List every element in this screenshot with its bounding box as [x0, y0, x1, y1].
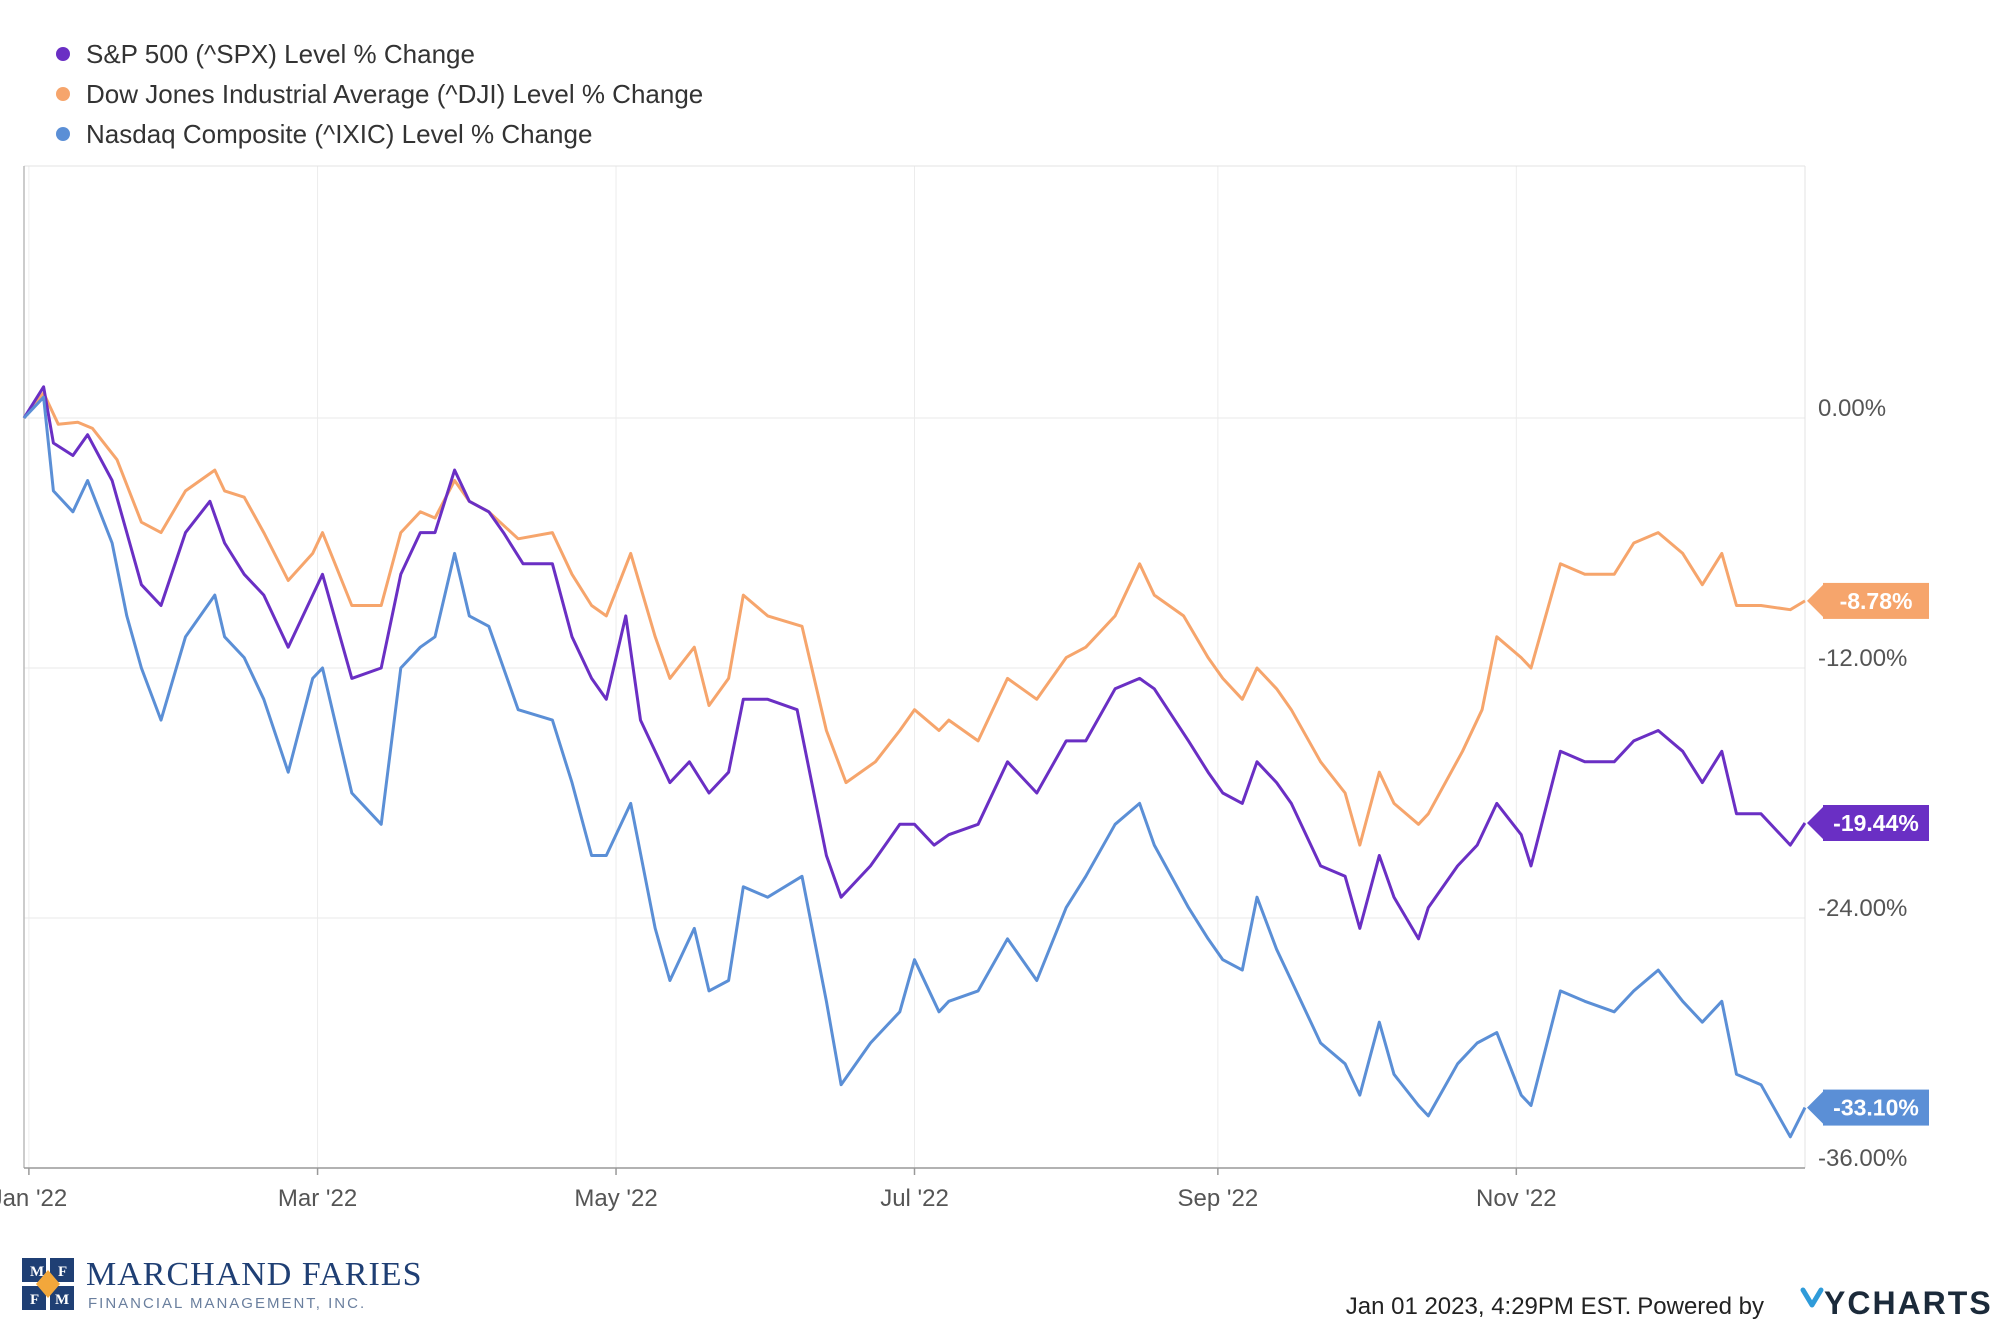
series-line[interactable]	[22, 385, 1807, 941]
legend-label: Dow Jones Industrial Average (^DJI) Leve…	[86, 79, 703, 109]
badge-box	[1823, 1089, 1929, 1126]
logo-letter: M	[55, 1292, 69, 1308]
x-tick-label: Mar '22	[278, 1185, 357, 1212]
brand-name: MARCHAND FARIES	[86, 1256, 422, 1293]
y-tick-label: -36.00%	[1818, 1145, 1907, 1172]
powered-by: Powered by	[1637, 1293, 1764, 1320]
end-value-label: -8.78%	[1840, 588, 1913, 614]
series-line[interactable]	[22, 391, 1806, 847]
series-line[interactable]	[22, 395, 1807, 1139]
end-value-badge: -8.78%	[1807, 582, 1929, 619]
legend: S&P 500 (^SPX) Level % Change Dow Jones I…	[56, 39, 703, 149]
x-tick-label: May '22	[574, 1185, 657, 1212]
legend-label: S&P 500 (^SPX) Level % Change	[86, 39, 475, 69]
ycharts-wordmark: YCHARTS	[1824, 1285, 1993, 1321]
legend-dot-icon	[56, 47, 70, 61]
badge-pointer	[1807, 1089, 1825, 1126]
grid	[24, 166, 1805, 1168]
x-tick-label: Sep '22	[1178, 1185, 1259, 1212]
badge-box	[1823, 805, 1929, 841]
logo-letter: F	[30, 1292, 39, 1308]
legend-item[interactable]: Nasdaq Composite (^IXIC) Level % Change	[56, 119, 592, 149]
x-tick-label: Nov '22	[1476, 1185, 1557, 1212]
timestamp: Jan 01 2023, 4:29PM EST.	[1346, 1293, 1632, 1320]
logo-diamond-icon	[36, 1270, 60, 1298]
brand-tagline: FINANCIAL MANAGEMENT, INC.	[88, 1295, 366, 1312]
x-axis: Jan '22 Mar '22 May '22 Jul '22 Sep '22 Nov '…	[0, 1168, 1557, 1212]
legend-item[interactable]: Dow Jones Industrial Average (^DJI) Leve…	[56, 79, 703, 109]
ycharts-logo[interactable]: YCHARTS	[1800, 1285, 1993, 1321]
x-tick-label: Jul '22	[880, 1185, 949, 1212]
end-badges: -19.44% -8.78% -33.10%	[1807, 582, 1929, 1126]
badge-box	[1823, 582, 1929, 619]
legend-dot-icon	[56, 87, 70, 101]
y-tick-label: 0.00%	[1818, 395, 1886, 422]
x-tick-label: Jan '22	[0, 1185, 67, 1212]
y-tick-label: -12.00%	[1818, 645, 1907, 672]
y-tick-label: -24.00%	[1818, 895, 1907, 922]
end-value-label: -33.10%	[1833, 1095, 1919, 1121]
logo-letter: F	[58, 1264, 67, 1280]
brand-logo: M F F M	[22, 1258, 74, 1310]
end-value-label: -19.44%	[1833, 810, 1919, 836]
legend-item[interactable]: S&P 500 (^SPX) Level % Change	[56, 39, 475, 69]
end-value-badge: -19.44%	[1807, 805, 1929, 841]
series-lines	[22, 385, 1807, 1139]
badge-pointer	[1807, 582, 1825, 619]
footer-text: Jan 01 2023, 4:29PM EST. Powered by	[1346, 1293, 1764, 1320]
legend-label: Nasdaq Composite (^IXIC) Level % Change	[86, 119, 592, 149]
legend-dot-icon	[56, 127, 70, 141]
logo-letter: M	[30, 1264, 44, 1280]
ycharts-mark-icon	[1800, 1287, 1824, 1308]
badge-pointer	[1807, 805, 1825, 841]
end-value-badge: -33.10%	[1807, 1089, 1929, 1126]
y-axis: 0.00% -12.00% -24.00% -36.00%	[1818, 395, 1907, 1172]
